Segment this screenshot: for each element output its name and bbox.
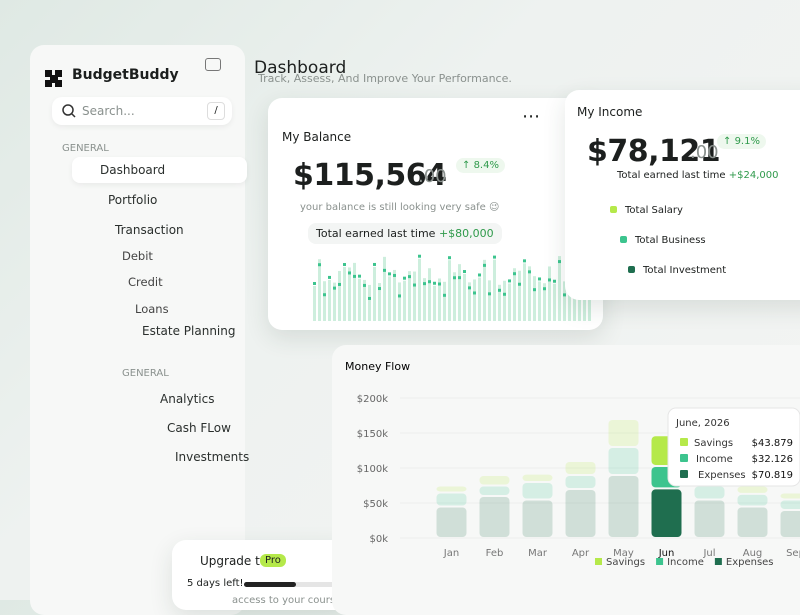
- page: {"sidebar": {"brand": "BudgetBuddy", "se…: [0, 0, 800, 600]
- bar-segment: [480, 476, 510, 485]
- tooltip-swatch: [680, 470, 688, 478]
- tooltip-title: June, 2026: [675, 418, 730, 429]
- y-tick-label: $150k: [357, 429, 388, 440]
- bar-segment: [781, 494, 800, 499]
- legend-label: Expenses: [726, 557, 774, 568]
- bar-segment: [652, 489, 682, 537]
- y-tick-label: $50k: [363, 499, 388, 510]
- bar-segment: [480, 497, 510, 537]
- bar-segment: [738, 487, 768, 493]
- x-tick-label: Mar: [528, 548, 548, 559]
- y-tick-label: $0k: [369, 534, 388, 545]
- bar-segment: [738, 495, 768, 506]
- bar-segment: [523, 501, 553, 538]
- bar-segment: [566, 490, 596, 537]
- bar-segment: [566, 476, 596, 488]
- tooltip-value: $43.879: [752, 438, 793, 449]
- bar-segment: [523, 483, 553, 499]
- legend-label: Savings: [606, 557, 645, 568]
- bar-segment: [609, 448, 639, 474]
- tooltip-swatch: [680, 454, 688, 462]
- x-tick-label: Apr: [572, 548, 590, 559]
- bar-segment: [695, 487, 725, 499]
- tooltip-value: $70.819: [752, 470, 793, 481]
- tooltip-value: $32.126: [752, 454, 793, 465]
- y-tick-label: $100k: [357, 464, 388, 475]
- bar-segment: [566, 462, 596, 474]
- legend-swatch: [715, 558, 722, 565]
- x-tick-label: Jan: [443, 548, 459, 559]
- bar-segment: [781, 511, 800, 537]
- x-tick-label: Jul: [702, 548, 715, 559]
- bar-segment: [437, 494, 467, 506]
- bar-segment: [695, 501, 725, 538]
- bar-segment: [738, 508, 768, 538]
- bar-segment: [523, 475, 553, 481]
- tooltip-label: Expenses: [698, 470, 746, 481]
- bar-segment: [781, 501, 800, 510]
- tooltip-swatch: [680, 438, 688, 446]
- y-tick-label: $200k: [357, 394, 388, 405]
- legend-label: Income: [667, 557, 704, 568]
- money-flow-chart: Money Flow $200k $150k $100k $50k $0k Jan Feb M…: [0, 0, 800, 600]
- bar-segment: [609, 420, 639, 446]
- legend-swatch: [595, 558, 602, 565]
- bar-segment: [480, 487, 510, 496]
- tooltip-label: Savings: [694, 438, 733, 449]
- bar-segment: [437, 508, 467, 538]
- legend-swatch: [656, 558, 663, 565]
- bar-segment: [609, 476, 639, 537]
- chart-title: Money Flow: [345, 360, 410, 373]
- x-tick-label: Feb: [486, 548, 504, 559]
- tooltip-label: Income: [696, 454, 733, 465]
- bar-segment: [437, 487, 467, 492]
- x-tick-label: Sep: [786, 548, 800, 559]
